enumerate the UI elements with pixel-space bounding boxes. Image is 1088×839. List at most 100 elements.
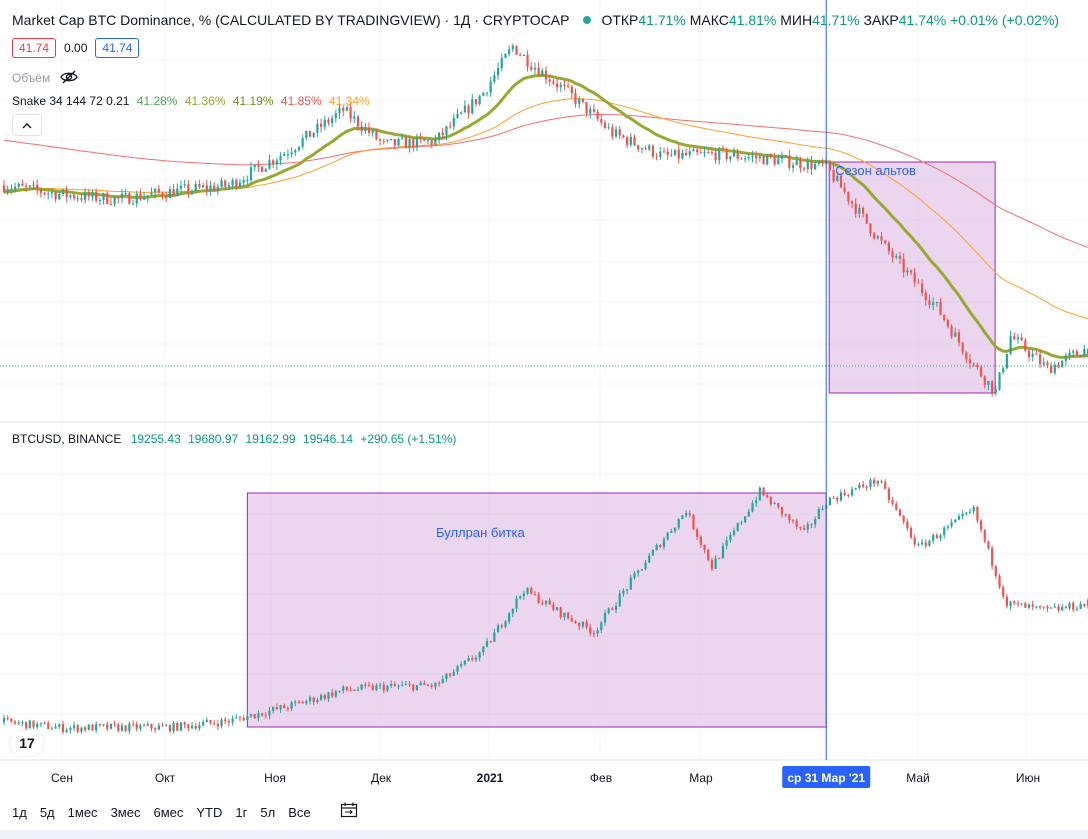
btc-dominance-candle	[1002, 368, 1005, 373]
btcusd-candle	[445, 673, 448, 679]
btcusd-candle	[235, 717, 238, 719]
btcusd-candle	[1005, 596, 1008, 607]
btcusd-candle	[1035, 606, 1038, 608]
btcusd-candle	[725, 540, 728, 546]
btcusd-candle	[367, 685, 371, 687]
timeframe-6m[interactable]: 6мес	[153, 804, 184, 820]
timeframe-1d[interactable]: 1д	[12, 804, 27, 820]
btc-dominance-candle	[983, 376, 986, 385]
btcusd-candle	[909, 528, 913, 538]
goto-date-icon[interactable]	[340, 802, 358, 822]
btc-dominance-candle	[146, 195, 149, 198]
btcusd-candle	[924, 542, 927, 547]
btcusd-candle	[419, 682, 422, 686]
volume-legend[interactable]: Объём	[12, 70, 78, 85]
btcusd-candle	[508, 613, 511, 622]
timeframe-5d[interactable]: 5д	[39, 804, 55, 820]
btc-dominance-candle	[419, 136, 422, 139]
btc-dominance-candle	[76, 198, 79, 200]
btcusd-candle	[865, 486, 868, 488]
btcusd-candle	[150, 724, 153, 729]
btc-dominance-candle	[662, 151, 666, 153]
btc-dominance-candle	[917, 282, 920, 284]
btc-dominance-candle	[190, 190, 194, 193]
btcusd-candle	[467, 658, 470, 661]
timeframe-3m[interactable]: 3мес	[110, 804, 141, 820]
btcusd-candle	[154, 728, 157, 730]
btcusd-candle	[1020, 603, 1023, 605]
btc-dominance-candle	[25, 185, 28, 187]
btc-dominance-candle	[659, 151, 662, 158]
btc-dominance-candle	[688, 151, 691, 156]
btcusd-legend[interactable]: BTCUSD, BINANCE 19255.43 19680.97 19162.…	[12, 432, 456, 446]
btcusd-candle	[836, 497, 839, 501]
ask-price-box[interactable]: 41.74	[95, 38, 140, 58]
btc-dominance-candle	[563, 84, 566, 86]
btc-dominance-candle	[327, 119, 330, 123]
btc-dominance-candle	[1057, 364, 1060, 368]
btc-dominance-candle	[637, 145, 640, 150]
btc-dominance-candle	[449, 126, 452, 128]
snake-indicator-legend[interactable]: Snake 34 144 72 0.21 41.28% 41.36% 41.19…	[12, 94, 370, 108]
btc-dominance-candle	[998, 372, 1001, 390]
timeframe-1m[interactable]: 1мес	[67, 804, 98, 820]
btcusd-candle	[880, 480, 883, 483]
btc-dominance-candle	[533, 67, 537, 70]
btcusd-candle	[456, 666, 459, 672]
btc-dominance-candle	[382, 140, 385, 142]
chart-canvas[interactable]: Сезон альтов Буллран битка Сен Окт Ноя Дек 202…	[0, 0, 1088, 796]
btcusd-candle	[552, 604, 555, 610]
btcusd-candle	[397, 685, 400, 687]
open-value: 41.71%	[638, 12, 686, 28]
btcusd-candle	[983, 529, 986, 542]
btc-dominance-candle	[47, 193, 50, 195]
btc-dominance-candle	[725, 149, 728, 160]
btc-dominance-candle	[648, 145, 651, 150]
timeframe-all[interactable]: Все	[288, 804, 311, 820]
btcusd-candle	[581, 621, 584, 627]
btcusd-candle	[1061, 606, 1064, 611]
btc-dominance-candle	[806, 160, 809, 170]
btc-dominance-candle	[740, 158, 743, 160]
btc-dominance-candle	[135, 193, 138, 204]
collapse-legend-button[interactable]	[12, 114, 42, 136]
btc-dominance-candle	[788, 155, 791, 168]
btcusd-candle	[950, 522, 953, 527]
btcusd-candle	[117, 724, 120, 731]
btc-dominance-candle	[43, 192, 46, 194]
btc-dominance-candle	[165, 196, 168, 199]
timeframe-5y[interactable]: 5л	[260, 804, 276, 820]
btcusd-candle	[1053, 606, 1056, 608]
timeframe-1y[interactable]: 1г	[235, 804, 248, 820]
btc-dominance-candle	[467, 105, 470, 114]
btc-dominance-candle	[589, 109, 592, 114]
tradingview-logo[interactable]: 17	[10, 730, 44, 756]
btc-dominance-candle	[371, 130, 374, 133]
btc-dominance-candle	[943, 314, 946, 320]
snake-value-5: 41.34%	[328, 94, 370, 108]
btcusd-candle	[224, 719, 227, 722]
eye-hidden-icon[interactable]	[59, 70, 78, 84]
btcusd-candle	[213, 722, 216, 724]
btc-dominance-candle	[611, 127, 614, 137]
chart-title[interactable]: Market Cap BTC Dominance, % (CALCULATED …	[12, 12, 570, 28]
btc-dominance-candle	[854, 203, 857, 214]
btcusd-candle	[460, 664, 463, 667]
btc-dominance-candle	[696, 149, 699, 153]
btc-dominance-candle	[784, 155, 787, 157]
btcusd-candle	[10, 718, 13, 722]
bid-price-box[interactable]: 41.74	[12, 38, 57, 58]
btcusd-candle	[423, 682, 426, 686]
btc-dominance-candle	[972, 363, 975, 365]
btc-low: 19162.99	[245, 432, 296, 446]
btc-dominance-candle	[312, 132, 315, 137]
btcusd-candle	[36, 723, 39, 728]
btc-dominance-candle	[847, 191, 850, 202]
btcusd-candle	[386, 685, 389, 691]
btc-dominance-candle	[65, 189, 68, 198]
timeframe-ytd[interactable]: YTD	[196, 804, 223, 820]
btcusd-candle	[25, 721, 28, 729]
btcusd-candle	[972, 506, 975, 512]
btcusd-candle	[751, 503, 754, 512]
btcusd-candle	[655, 545, 658, 551]
